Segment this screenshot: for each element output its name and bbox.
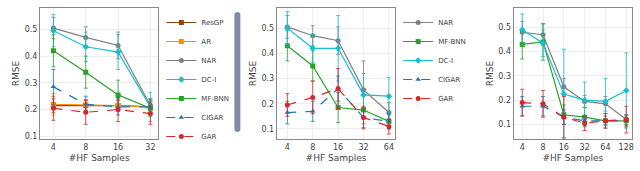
svg-text:0.4: 0.4 (261, 49, 274, 58)
svg-text:GAR: GAR (438, 95, 453, 103)
svg-text:4: 4 (51, 143, 56, 152)
svg-text:RMSE: RMSE (248, 60, 258, 86)
svg-text:32: 32 (358, 143, 368, 152)
svg-text:0.2: 0.2 (25, 105, 38, 114)
svg-text:0.1: 0.1 (498, 120, 511, 129)
svg-text:RMSE: RMSE (11, 60, 21, 86)
svg-text:GAR: GAR (201, 133, 216, 139)
svg-text:#HF Samples: #HF Samples (542, 153, 603, 163)
svg-text:8: 8 (83, 143, 88, 152)
svg-text:NAR: NAR (438, 19, 453, 27)
svg-text:0.4: 0.4 (498, 47, 511, 56)
svg-text:0.2: 0.2 (498, 96, 511, 105)
svg-text:32: 32 (145, 143, 155, 152)
svg-text:0.3: 0.3 (25, 79, 38, 88)
svg-text:16: 16 (333, 143, 343, 152)
svg-text:8: 8 (310, 143, 315, 152)
svg-text:RMSE: RMSE (485, 60, 495, 86)
svg-text:0.2: 0.2 (261, 100, 274, 109)
svg-text:64: 64 (384, 143, 394, 152)
svg-text:DC-I: DC-I (201, 76, 216, 84)
svg-text:0.4: 0.4 (25, 52, 38, 61)
svg-text:0.1: 0.1 (261, 125, 274, 134)
svg-text:MF-BNN: MF-BNN (201, 95, 229, 103)
svg-text:MF-BNN: MF-BNN (438, 38, 466, 46)
svg-text:32: 32 (580, 143, 590, 152)
svg-text:ResGP: ResGP (201, 19, 223, 27)
svg-text:AR: AR (201, 38, 211, 46)
svg-text:CIGAR: CIGAR (438, 76, 460, 84)
svg-text:0.5: 0.5 (25, 25, 38, 34)
svg-text:16: 16 (113, 143, 123, 152)
svg-text:0.5: 0.5 (498, 23, 511, 32)
svg-text:#HF Samples: #HF Samples (306, 153, 367, 163)
svg-text:CIGAR: CIGAR (201, 114, 223, 122)
svg-text:#HF Samples: #HF Samples (69, 153, 130, 163)
svg-text:0.5: 0.5 (261, 24, 274, 33)
svg-text:16: 16 (559, 143, 569, 152)
svg-text:NAR: NAR (201, 57, 216, 65)
svg-text:4: 4 (520, 143, 525, 152)
svg-text:64: 64 (600, 143, 610, 152)
svg-text:0.3: 0.3 (261, 74, 274, 83)
svg-text:8: 8 (540, 143, 545, 152)
svg-text:128: 128 (619, 143, 634, 152)
svg-text:0.1: 0.1 (25, 132, 38, 141)
svg-text:0.3: 0.3 (498, 72, 511, 81)
svg-text:DC-I: DC-I (438, 57, 453, 65)
svg-text:4: 4 (285, 143, 290, 152)
